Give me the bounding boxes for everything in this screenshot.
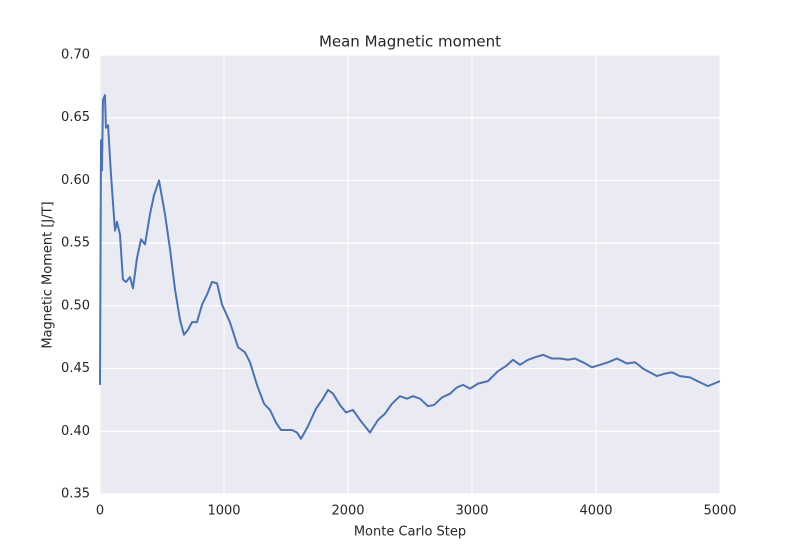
y-tick-label: 0.65: [61, 110, 90, 125]
x-tick-label: 5000: [703, 504, 736, 519]
y-tick-label: 0.60: [61, 173, 90, 188]
x-axis-label: Monte Carlo Step: [354, 525, 466, 540]
x-tick-label: 4000: [579, 504, 612, 519]
y-tick-label: 0.55: [61, 236, 90, 251]
y-tick-label: 0.45: [61, 361, 90, 376]
x-tick-label: 2000: [331, 504, 364, 519]
y-tick-label: 0.40: [61, 424, 90, 439]
x-tick-label: 3000: [455, 504, 488, 519]
x-tick-label: 1000: [207, 504, 240, 519]
y-tick-label: 0.35: [61, 487, 90, 502]
y-tick-label: 0.50: [61, 298, 90, 313]
y-tick-label: 0.70: [61, 48, 90, 63]
x-tick-label: 0: [96, 504, 104, 519]
y-axis-label: Magnetic Moment [J/T]: [41, 201, 56, 348]
chart-title: Mean Magnetic moment: [319, 33, 501, 51]
data-line: [99, 94, 721, 440]
plot-background: [100, 55, 720, 494]
